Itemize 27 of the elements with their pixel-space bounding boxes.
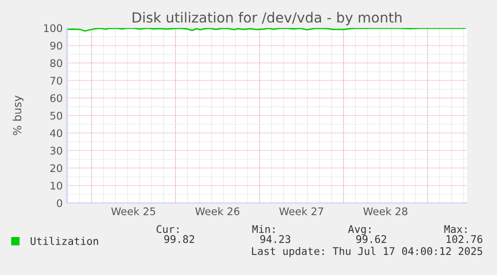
text: 102.76 (446, 235, 482, 244)
y-tick-label: 40 (50, 129, 62, 138)
text: 99.82 (164, 235, 194, 244)
text: 99.62 (356, 235, 386, 244)
y-tick-label: 50 (50, 112, 62, 120)
x-tick-label: Week 26 (195, 207, 240, 216)
text: Last update: Thu Jul 17 04:00:12 2025 (252, 246, 482, 258)
y-tick-label: 30 (50, 146, 62, 155)
y-tick-label: 10 (50, 182, 62, 190)
y-tick-label: 60 (50, 94, 62, 102)
text: Min: (252, 224, 274, 233)
y-tick-label: 80 (50, 59, 62, 68)
x-tick-label: Week 25 (111, 207, 156, 216)
y-tick-label: 70 (50, 76, 62, 85)
y-axis-title: % busy (12, 96, 24, 136)
y-tick-label: 20 (50, 164, 62, 172)
x-tick-label: Week 27 (279, 207, 324, 216)
text: Avg: (348, 225, 370, 236)
text: Max: (444, 225, 466, 234)
chart-title: Disk utilization for /dev/vda - by month (132, 12, 402, 26)
text: Cur: (156, 225, 178, 234)
legend-label: Utilization (30, 236, 98, 245)
y-tick-label: 100 (44, 24, 62, 32)
y-tick-label: 0 (56, 199, 62, 208)
x-tick-label: Week 28 (363, 207, 408, 216)
y-tick-label: 90 (50, 42, 62, 50)
text: 94.23 (260, 235, 290, 244)
